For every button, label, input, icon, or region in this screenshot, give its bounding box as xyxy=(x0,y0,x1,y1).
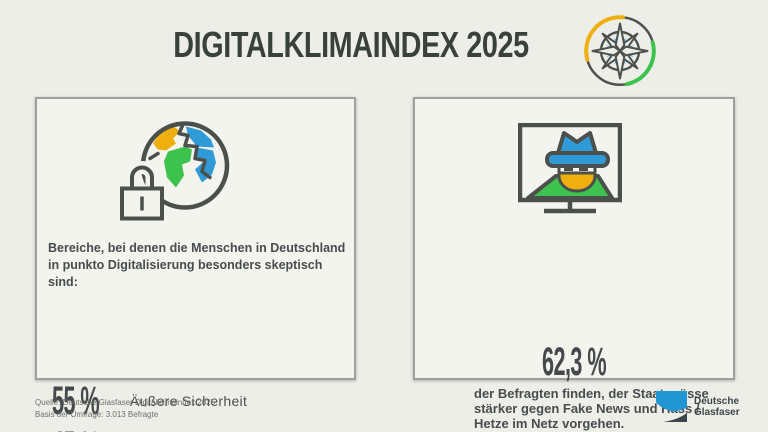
left-panel-intro: Bereiche, bei denen die Menschen in Deut… xyxy=(48,240,348,291)
panel-skepsis: Bereiche, bei denen die Menschen in Deut… xyxy=(35,97,356,432)
intro-line-2: in punkto Digitalisierung besonders skep… xyxy=(48,258,323,289)
spy-monitor-icon xyxy=(518,123,622,214)
brand-name: Deutsche Glasfaser xyxy=(694,396,740,418)
stat-label: Äußere Sicherheit xyxy=(130,393,248,409)
stat-value-fake-news: 62,3 % xyxy=(541,340,607,384)
page-title: DIGITALKLIMAINDEX 2025 xyxy=(173,24,529,65)
stat-row-innere-sicherheit: 45 % Innere Sicherheit xyxy=(52,424,241,432)
brand-logo-block: Deutsche Glasfaser xyxy=(656,391,740,422)
intro-line-1: Bereiche, bei denen die Menschen in Deut… xyxy=(48,241,346,255)
compass-logo-icon xyxy=(584,15,656,87)
body-line-2: stärker gegen Fake News und Hass / xyxy=(474,401,700,417)
body-line-1: der Befragten finden, der Staat müsse xyxy=(474,386,709,401)
stat-value: 45 % xyxy=(52,424,100,432)
panel-fake-news: 62,3 % der Befragten finden, der Staat m… xyxy=(413,97,735,431)
globe-lock-icon xyxy=(120,121,230,221)
brand-line-1: Deutsche xyxy=(694,395,740,407)
stat-row-aeussere-sicherheit: 55 % Äußere Sicherheit xyxy=(52,379,248,423)
right-panel-text: der Befragten finden, der Staat müsse st… xyxy=(474,386,719,432)
source-line-2: Basis der Umfrage: 3.013 Befragte xyxy=(35,410,159,419)
brand-line-2: Glasfaser xyxy=(694,406,740,418)
source-line-1: Quelle: Deutsche Glasfaser Digitalklimai… xyxy=(35,398,216,407)
stat-value: 55 % xyxy=(52,378,100,423)
deutsche-glasfaser-logo-icon xyxy=(656,391,687,422)
body-line-3: Hetze im Netz vorgehen. xyxy=(474,416,625,432)
source-note: Quelle: Deutsche Glasfaser Digitalklimai… xyxy=(35,397,215,421)
